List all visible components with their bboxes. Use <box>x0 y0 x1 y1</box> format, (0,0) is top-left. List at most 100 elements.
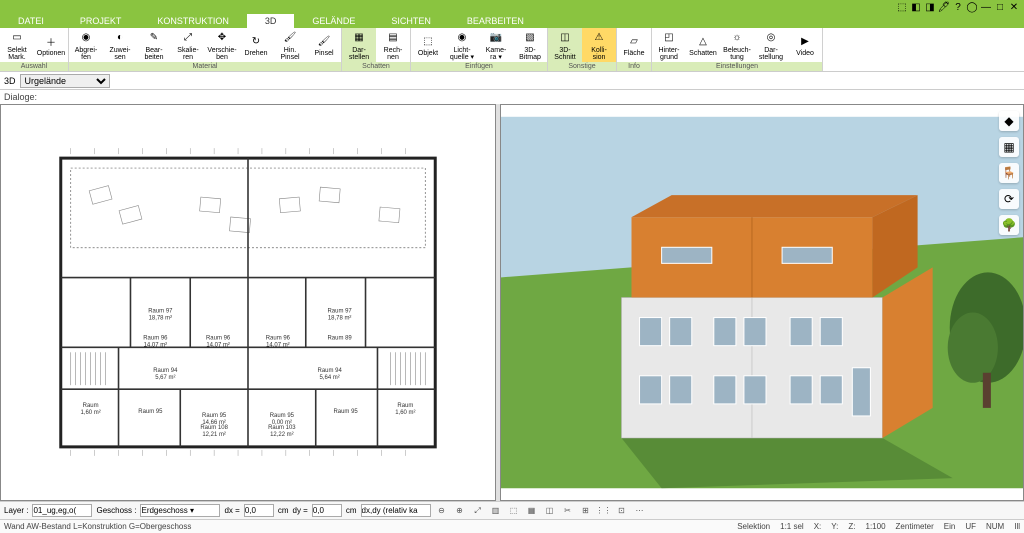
layer-label: Layer : <box>4 506 28 515</box>
svg-text:Raum 96: Raum 96 <box>266 335 291 341</box>
titlebar-icon-1[interactable]: ◧ <box>910 1 922 13</box>
bottom-tool-9[interactable]: ⋮⋮ <box>597 504 611 518</box>
ribbon-btn-abgrei[interactable]: ◉Abgrei-fen <box>69 28 103 62</box>
zuwei-icon: ◐ <box>112 30 128 46</box>
dx-input[interactable] <box>244 504 274 517</box>
dy-input[interactable] <box>312 504 342 517</box>
3d-canvas[interactable] <box>501 105 1023 500</box>
ribbon-group-label: Schatten <box>342 62 410 71</box>
bottom-tool-5[interactable]: ▦ <box>525 504 539 518</box>
side-tool-0[interactable]: ◆ <box>999 111 1019 131</box>
menubar: DATEIPROJEKTKONSTRUKTION3DGELÄNDESICHTEN… <box>0 14 1024 28</box>
ribbon-btn-selekt[interactable]: ▭SelektMark. <box>0 28 34 62</box>
ribbon-btn-dar[interactable]: ◎Dar-stellung <box>754 28 788 62</box>
status-cell-10: Ill <box>1014 522 1020 531</box>
menu-datei[interactable]: DATEI <box>0 14 62 28</box>
ribbon-group-sonstige: ◫3D-Schnitt⚠Kolli-sionSonstige <box>548 28 617 71</box>
licht-icon: ◉ <box>454 30 470 46</box>
floorplan-canvas[interactable]: Raum 9718,78 m²Raum 9718,78 m²Raum 9614,… <box>1 105 495 500</box>
schatten-icon: △ <box>695 33 711 49</box>
status-cell-6: Zentimeter <box>896 522 934 531</box>
bottom-tool-11[interactable]: ⋯ <box>633 504 647 518</box>
ribbon-btn-bear[interactable]: ✎Bear-beiten <box>137 28 171 62</box>
menu-bearbeiten[interactable]: BEARBEITEN <box>449 14 542 28</box>
ribbon-btn-d[interactable]: ▧3D-Bitmap <box>513 28 547 62</box>
3d-side-tools: ◆ ▦ 🪑 ⟳ 🌳 <box>999 111 1019 235</box>
floor-select[interactable] <box>140 504 220 517</box>
titlebar-icon-5[interactable]: ◯ <box>966 1 978 13</box>
floorplan-pane[interactable]: Raum 9718,78 m²Raum 9718,78 m²Raum 9614,… <box>0 104 496 501</box>
titlebar-icon-8[interactable]: ✕ <box>1008 1 1020 13</box>
status-cell-3: Y: <box>831 522 838 531</box>
menu-3d[interactable]: 3D <box>247 14 295 28</box>
menu-projekt[interactable]: PROJEKT <box>62 14 140 28</box>
svg-text:5,64 m²: 5,64 m² <box>320 375 340 381</box>
bottom-tool-4[interactable]: ⬚ <box>507 504 521 518</box>
ribbon-btn-optionen[interactable]: ＋Optionen <box>34 28 68 62</box>
ribbon-btn-schatten[interactable]: △Schatten <box>686 28 720 62</box>
titlebar-icon-3[interactable]: 🖊 <box>938 1 950 13</box>
svg-text:18,78 m²: 18,78 m² <box>328 315 352 321</box>
verschie-icon: ✥ <box>214 30 230 46</box>
svg-text:Raum 89: Raum 89 <box>328 335 353 341</box>
menu-sichten[interactable]: SICHTEN <box>373 14 449 28</box>
rel-input[interactable] <box>361 504 431 517</box>
ribbon-btn-objekt[interactable]: ⬚Objekt <box>411 28 445 62</box>
ribbon-group-label: Einstellungen <box>652 62 822 71</box>
ribbon-btn-pinsel[interactable]: 🖌Pinsel <box>307 28 341 62</box>
ribbon-btn-kolli[interactable]: ⚠Kolli-sion <box>582 28 616 62</box>
svg-text:Raum 94: Raum 94 <box>318 368 343 374</box>
view-selector-bar: 3D Urgelände <box>0 72 1024 90</box>
svg-text:Raum 103: Raum 103 <box>268 425 296 431</box>
optionen-icon: ＋ <box>43 33 59 49</box>
titlebar-icon-2[interactable]: ◨ <box>924 1 936 13</box>
status-cell-1: 1:1 sel <box>780 522 804 531</box>
layer-input[interactable] <box>32 504 92 517</box>
svg-text:18,78 m²: 18,78 m² <box>149 315 173 321</box>
skalie-icon: ⤢ <box>180 30 196 46</box>
ribbon-btn-licht[interactable]: ◉Licht-quelle ▾ <box>445 28 479 62</box>
bottom-tool-3[interactable]: ▥ <box>489 504 503 518</box>
svg-text:Raum: Raum <box>83 403 99 409</box>
ribbon-btn-flche[interactable]: ▱Fläche <box>617 28 651 62</box>
ribbon-btn-kame[interactable]: 📷Kame-ra ▾ <box>479 28 513 62</box>
ribbon-btn-verschie[interactable]: ✥Verschie-ben <box>205 28 239 62</box>
ribbon-btn-hin[interactable]: 🖌Hin.Pinsel <box>273 28 307 62</box>
bottom-tool-8[interactable]: ⊞ <box>579 504 593 518</box>
ribbon-btn-beleuch[interactable]: ☼Beleuch-tung <box>720 28 754 62</box>
ribbon-group-label: Auswahl <box>0 62 68 71</box>
bottom-tool-2[interactable]: ⤢ <box>471 504 485 518</box>
menu-konstruktion[interactable]: KONSTRUKTION <box>139 14 247 28</box>
ribbon-btn-hinter[interactable]: ◰Hinter-grund <box>652 28 686 62</box>
titlebar-icon-0[interactable]: ⬚ <box>896 1 908 13</box>
menu-gelände[interactable]: GELÄNDE <box>294 14 373 28</box>
side-tool-4[interactable]: 🌳 <box>999 215 1019 235</box>
bottom-tool-0[interactable]: ⊖ <box>435 504 449 518</box>
ribbon-btn-video[interactable]: ▶Video <box>788 28 822 62</box>
side-tool-1[interactable]: ▦ <box>999 137 1019 157</box>
svg-text:Raum 95: Raum 95 <box>270 413 295 419</box>
3d-pane[interactable]: ◆ ▦ 🪑 ⟳ 🌳 <box>500 104 1024 501</box>
bottom-tool-7[interactable]: ✂ <box>561 504 575 518</box>
svg-text:14,07 m²: 14,07 m² <box>206 342 230 348</box>
bottom-tool-6[interactable]: ◫ <box>543 504 557 518</box>
d-icon: ▧ <box>522 30 538 46</box>
ribbon-btn-dar[interactable]: ▦Dar-stellen <box>342 28 376 62</box>
bottom-tool-1[interactable]: ⊕ <box>453 504 467 518</box>
ribbon-btn-d[interactable]: ◫3D-Schnitt <box>548 28 582 62</box>
dx-unit: cm <box>278 506 289 515</box>
svg-text:5,67 m²: 5,67 m² <box>155 375 175 381</box>
beleuch-icon: ☼ <box>729 30 745 46</box>
terrain-select[interactable]: Urgelände <box>20 74 110 88</box>
titlebar-icon-6[interactable]: — <box>980 1 992 13</box>
ribbon-btn-drehen[interactable]: ↻Drehen <box>239 28 273 62</box>
titlebar-icon-7[interactable]: □ <box>994 1 1006 13</box>
svg-text:Raum 96: Raum 96 <box>206 335 231 341</box>
ribbon-btn-skalie[interactable]: ⤢Skalie-ren <box>171 28 205 62</box>
side-tool-2[interactable]: 🪑 <box>999 163 1019 183</box>
ribbon-btn-rech[interactable]: ▤Rech-nen <box>376 28 410 62</box>
side-tool-3[interactable]: ⟳ <box>999 189 1019 209</box>
ribbon-btn-zuwei[interactable]: ◐Zuwei-sen <box>103 28 137 62</box>
titlebar-icon-4[interactable]: ? <box>952 1 964 13</box>
bottom-tool-10[interactable]: ⊡ <box>615 504 629 518</box>
